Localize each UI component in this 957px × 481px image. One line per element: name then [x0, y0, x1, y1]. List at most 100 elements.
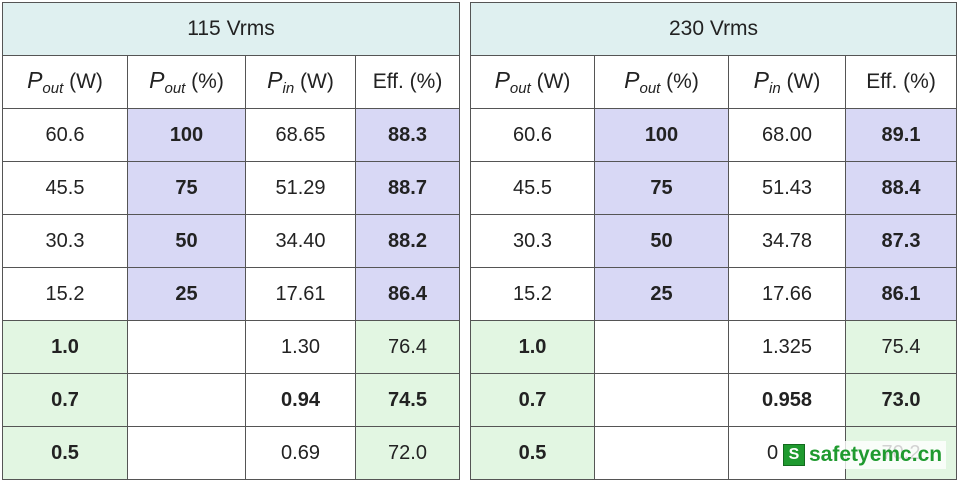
cell: 68.00 [728, 108, 846, 162]
unit: (W) [780, 69, 821, 93]
data-row: 30.3 50 34.40 88.2 [2, 214, 461, 268]
cell: 0.94 [245, 373, 356, 427]
subscript: out [164, 80, 186, 98]
cell: 25 [594, 267, 729, 321]
cell: 88.7 [354, 161, 461, 215]
table-title: 230 Vrms [469, 2, 957, 56]
column-header: Pout (%) [127, 55, 246, 109]
cell: 51.29 [245, 161, 356, 215]
cell: 17.66 [728, 267, 846, 321]
cell: 25 [127, 267, 246, 321]
data-row: 1.0 1.30 76.4 [2, 320, 461, 374]
cell: 30.3 [2, 214, 128, 268]
unit: (%) [660, 69, 699, 93]
title-row: 230 Vrms [469, 2, 957, 56]
unit: (W) [63, 69, 103, 93]
cell: 86.4 [354, 267, 461, 321]
cell: 60.6 [2, 108, 128, 162]
cell: 51.43 [728, 161, 846, 215]
cell: 1.325 [728, 320, 846, 374]
cell [127, 320, 246, 374]
cell: 88.4 [844, 161, 957, 215]
cell: 88.2 [354, 214, 461, 268]
column-header: Pin (W) [245, 55, 356, 109]
cell: 17.61 [245, 267, 356, 321]
data-row: 60.6 100 68.65 88.3 [2, 108, 461, 162]
watermark-text: safetyemc.cn [809, 443, 943, 466]
cell: 45.5 [470, 161, 595, 215]
watermark-icon: S [783, 444, 805, 466]
data-row: 0.7 0.94 74.5 [2, 373, 461, 427]
cell [127, 426, 246, 480]
efficiency-table: 115 Vrms Pout (W) Pout (%) Pin (W) Eff. (%) 6… [1, 2, 461, 480]
cell: 0.7 [470, 373, 595, 427]
column-header: Eff. (%) [844, 55, 957, 109]
cell: 87.3 [844, 214, 957, 268]
symbol: P [753, 66, 769, 93]
data-row: 45.5 75 51.29 88.7 [2, 161, 461, 215]
column-header: Pout (W) [2, 55, 128, 109]
data-row: 1.0 1.325 75.4 [470, 320, 957, 374]
subscript: out [509, 80, 531, 98]
cell: 45.5 [2, 161, 128, 215]
cell: 1.0 [470, 320, 595, 374]
cell: 30.3 [470, 214, 595, 268]
cell: 1.0 [2, 320, 128, 374]
data-row: 0.5 0.69 72.0 [2, 426, 461, 480]
cell: 89.1 [844, 108, 957, 162]
header-row: Pout (W) Pout (%) Pin (W) Eff. (%) [2, 55, 461, 109]
symbol: P [27, 66, 43, 93]
cell: 50 [127, 214, 246, 268]
cell: 68.65 [245, 108, 356, 162]
cell: 34.78 [728, 214, 846, 268]
cell: 100 [594, 108, 729, 162]
watermark: S safetyemc.cn [779, 441, 947, 469]
cell: 100 [127, 108, 246, 162]
column-header: Pout (%) [594, 55, 729, 109]
cell: 72.0 [354, 426, 461, 480]
cell: 73.0 [844, 373, 957, 427]
cell: 86.1 [844, 267, 957, 321]
title-row: 115 Vrms [1, 2, 461, 56]
data-row: 60.6 100 68.00 89.1 [470, 108, 957, 162]
cell: 15.2 [2, 267, 128, 321]
cell: 74.5 [354, 373, 461, 427]
subscript: out [42, 80, 64, 98]
cell: 50 [594, 214, 729, 268]
cell: 88.3 [354, 108, 461, 162]
cell: 0.5 [470, 426, 595, 480]
column-header: Pout (W) [470, 55, 595, 109]
efficiency-table: 230 Vrms Pout (W) Pout (%) Pin (W) Eff. (%) 6… [469, 2, 957, 480]
header-row: Pout (W) Pout (%) Pin (W) Eff. (%) [470, 55, 957, 109]
column-header: Pin (W) [728, 55, 846, 109]
cell: 0.69 [245, 426, 356, 480]
cell [594, 426, 729, 480]
cell: 75.4 [844, 320, 957, 374]
data-row: 0.7 0.958 73.0 [470, 373, 957, 427]
column-header: Eff. (%) [354, 55, 461, 109]
cell: 1.30 [245, 320, 356, 374]
cell [594, 373, 729, 427]
data-row: 45.5 75 51.43 88.4 [470, 161, 957, 215]
cell: 0.5 [2, 426, 128, 480]
unit: (%) [185, 69, 224, 93]
cell: 0.7 [2, 373, 128, 427]
symbol: P [494, 66, 510, 93]
cell: 34.40 [245, 214, 356, 268]
data-row: 15.2 25 17.66 86.1 [470, 267, 957, 321]
subscript: out [639, 80, 661, 98]
cell: 0.958 [728, 373, 846, 427]
symbol: P [624, 66, 640, 93]
subscript: in [282, 80, 295, 98]
cell [127, 373, 246, 427]
cell: 75 [127, 161, 246, 215]
data-row: 30.3 50 34.78 87.3 [470, 214, 957, 268]
cell: 75 [594, 161, 729, 215]
cell [594, 320, 729, 374]
subscript: in [769, 80, 781, 98]
symbol: P [149, 66, 165, 93]
unit: (W) [530, 69, 571, 93]
symbol: P [267, 66, 283, 93]
cell: 60.6 [470, 108, 595, 162]
